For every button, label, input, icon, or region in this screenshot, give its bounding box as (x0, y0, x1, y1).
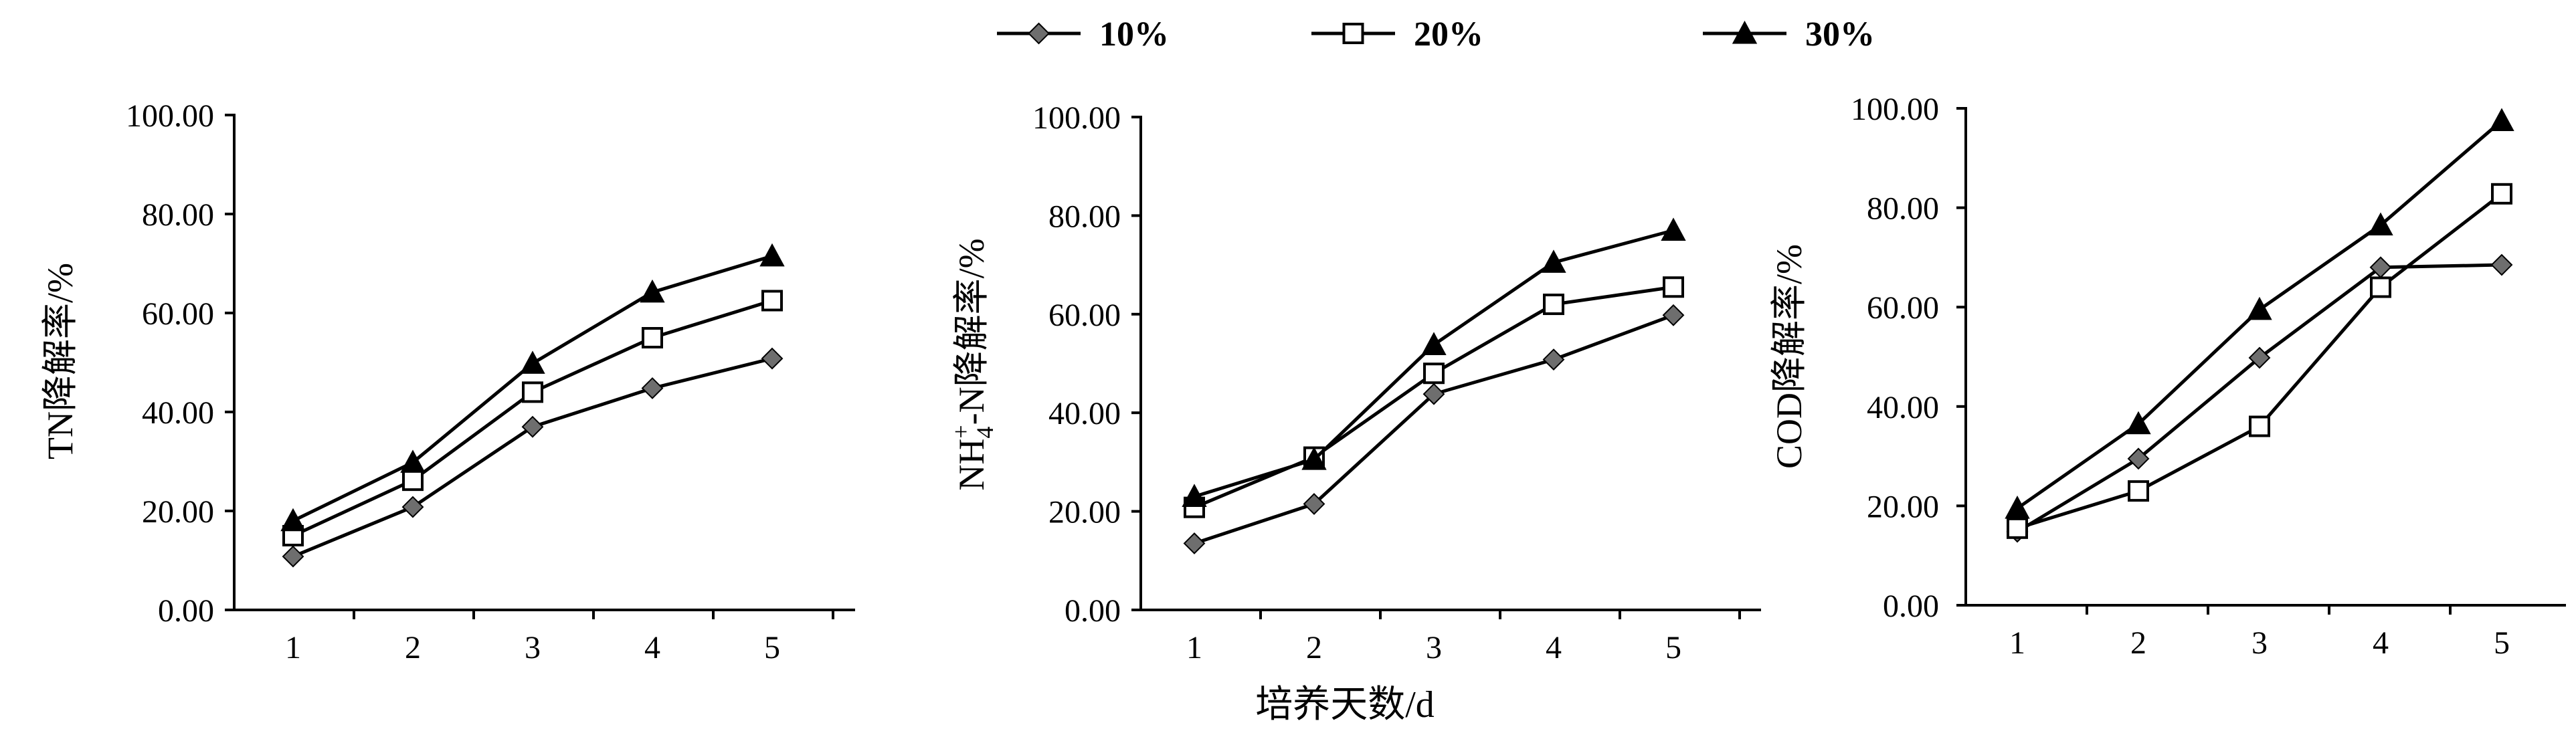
data-point-square (1543, 294, 1564, 316)
legend-diamond-icon (1028, 22, 1050, 45)
y-tick-label: 80.00 (142, 197, 214, 233)
x-tick-label: 4 (1546, 630, 1562, 665)
data-point-diamond (1422, 383, 1445, 405)
data-point-triangle (2247, 296, 2272, 320)
y-tick-label: 100.00 (126, 98, 214, 134)
legend-square-icon (1342, 23, 1364, 44)
y-axis-label: TN降解率/% (40, 263, 80, 459)
legend-label: 10% (1099, 15, 1169, 54)
x-tick-label: 4 (644, 630, 660, 665)
y-tick-label: 20.00 (1048, 495, 1121, 530)
data-point-triangle (1661, 217, 1686, 241)
data-point-square (1663, 276, 1684, 298)
chart-tn-removal: 0.00 20.00 40.00 60.00 80.00 100.00 1 2 3 4 5 TN降解率… (40, 98, 855, 665)
data-point-triangle (1541, 249, 1566, 273)
y-axis-label-part: -N降解率/% (951, 238, 992, 425)
x-tick-label: 2 (1306, 630, 1322, 665)
legend-triangle-icon (1732, 20, 1758, 44)
data-point-square (2007, 517, 2028, 539)
y-tick-label: 40.00 (1867, 390, 1939, 425)
x-tick-label: 2 (2130, 625, 2146, 661)
data-point-square (761, 290, 783, 312)
x-tick-label: 1 (285, 630, 301, 665)
data-point-square (2249, 415, 2270, 437)
data-point-diamond (761, 347, 784, 370)
data-point-triangle (280, 508, 306, 532)
y-tick-label: 40.00 (1048, 396, 1121, 431)
y-tick-label: 20.00 (1867, 489, 1939, 524)
y-tick-label: 100.00 (1851, 92, 1939, 127)
shared-x-axis-label: 培养天数/d (1255, 684, 1435, 726)
x-tick-label: 1 (1186, 630, 1202, 665)
data-point-triangle (2126, 411, 2151, 435)
y-tick-label: 80.00 (1867, 191, 1939, 227)
x-tick-label: 3 (2251, 625, 2268, 661)
data-point-square (2491, 183, 2512, 205)
data-point-triangle (759, 243, 785, 267)
y-tick-label: 40.00 (142, 395, 214, 431)
y-tick-label: 100.00 (1032, 100, 1121, 136)
data-point-square (522, 381, 543, 403)
data-point-triangle (1301, 447, 1327, 470)
x-tick-label: 5 (764, 630, 780, 665)
data-point-triangle (2489, 108, 2514, 132)
data-point-diamond (2490, 253, 2513, 276)
data-point-diamond (282, 545, 304, 568)
legend-label: 20% (1414, 15, 1483, 54)
data-point-triangle (400, 449, 426, 473)
x-tick-label: 4 (2373, 625, 2389, 661)
data-point-square (2370, 276, 2391, 298)
y-axis-label-subscript: 4 (972, 427, 998, 439)
x-tick-label: 1 (2009, 625, 2025, 661)
data-point-diamond (2127, 447, 2150, 470)
data-point-triangle (1421, 332, 1447, 355)
y-tick-label: 0.00 (158, 593, 214, 629)
data-point-diamond (521, 415, 544, 438)
x-tick-label: 2 (405, 630, 421, 665)
data-point-triangle (2368, 212, 2393, 236)
y-axis-label-part: NH (951, 439, 992, 491)
data-point-triangle (640, 279, 665, 303)
y-tick-label: 80.00 (1048, 199, 1121, 234)
data-point-square (2128, 480, 2149, 502)
data-point-triangle (520, 350, 545, 374)
x-tick-label: 3 (1426, 630, 1442, 665)
data-point-diamond (641, 377, 664, 399)
data-point-diamond (401, 496, 424, 518)
legend: 10% 20% 30% (997, 15, 1875, 54)
data-point-diamond (1542, 348, 1565, 371)
x-tick-label: 3 (525, 630, 541, 665)
chart-cod-removal: 0.00 20.00 40.00 60.00 80.00 100.00 1 2 3 4 5 COD降解… (1769, 92, 2566, 661)
y-tick-label: 60.00 (1867, 290, 1939, 326)
y-axis-label: COD降解率/% (1769, 244, 1809, 469)
x-tick-label: 5 (2494, 625, 2510, 661)
y-tick-label: 0.00 (1065, 593, 1121, 629)
legend-label: 30% (1805, 15, 1875, 54)
y-tick-label: 0.00 (1883, 589, 1939, 624)
y-tick-label: 60.00 (1048, 298, 1121, 333)
data-point-diamond (1662, 304, 1685, 326)
y-tick-label: 60.00 (142, 296, 214, 332)
y-axis-label-superscript: + (947, 425, 974, 438)
data-point-diamond (1303, 493, 1325, 515)
data-point-square (1423, 362, 1445, 385)
data-point-diamond (2248, 346, 2271, 369)
data-point-diamond (1183, 532, 1206, 554)
x-tick-label: 5 (1665, 630, 1681, 665)
data-point-triangle (2005, 496, 2030, 519)
data-point-triangle (1182, 484, 1207, 507)
data-point-square (402, 469, 424, 492)
y-axis-label: NH4+-N降解率/% (947, 238, 998, 490)
y-tick-label: 20.00 (142, 494, 214, 530)
data-point-square (642, 327, 663, 348)
